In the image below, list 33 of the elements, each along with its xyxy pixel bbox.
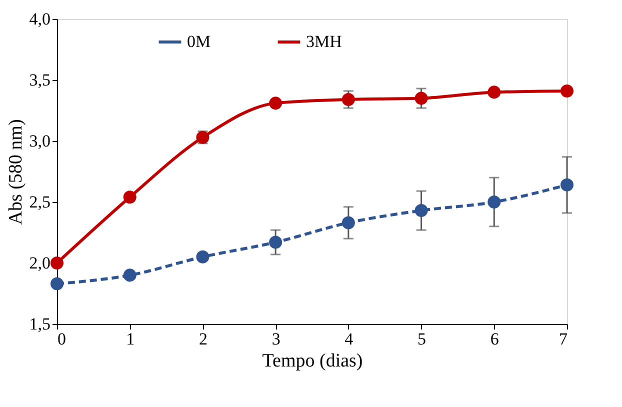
point: [269, 236, 282, 249]
point: [123, 190, 136, 204]
x-axis-title: Tempo (dias): [262, 350, 363, 372]
x-tick-label: 6: [490, 330, 499, 348]
y-tick-label: 3,5: [29, 70, 50, 90]
y-tick-label: 3,0: [29, 132, 50, 150]
x-tick-label: 5: [418, 330, 426, 348]
point: [488, 195, 501, 209]
x-tick-label: 0: [58, 330, 66, 348]
point: [560, 178, 574, 192]
point: [269, 96, 282, 110]
point: [123, 268, 136, 282]
point: [196, 250, 210, 264]
y-tick-label: 1,5: [29, 314, 50, 334]
y-tick-label: 2,5: [29, 192, 50, 212]
point: [342, 93, 355, 106]
legend-label: 0M: [187, 32, 211, 51]
x-tick-label: 7: [559, 330, 568, 348]
x-tick-label: 4: [344, 330, 354, 348]
point: [342, 216, 355, 230]
legend-label: 3MH: [306, 32, 342, 51]
y-tick-label: 4,0: [29, 10, 50, 28]
x-tick-label: 3: [272, 330, 280, 348]
x-tick-label: 1: [126, 330, 135, 348]
point: [414, 92, 428, 105]
point: [50, 256, 64, 270]
y-tick-label: 2,0: [29, 254, 50, 272]
x-tick-label: 2: [198, 330, 208, 348]
y-axis-title: Abs (580 nm): [5, 119, 26, 225]
point: [50, 277, 64, 290]
point: [488, 86, 501, 99]
point: [560, 84, 574, 98]
point: [414, 204, 428, 218]
